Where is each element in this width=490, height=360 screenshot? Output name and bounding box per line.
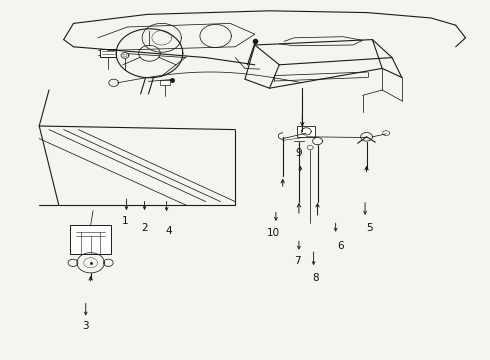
Bar <box>160 80 170 85</box>
Bar <box>100 49 116 57</box>
Text: 7: 7 <box>294 256 301 266</box>
Text: 6: 6 <box>337 240 344 251</box>
Text: 3: 3 <box>82 321 89 331</box>
Text: 2: 2 <box>141 222 148 233</box>
Bar <box>297 126 315 137</box>
Text: 4: 4 <box>166 226 172 236</box>
Text: 5: 5 <box>367 222 373 233</box>
Bar <box>70 225 111 254</box>
Text: 9: 9 <box>295 148 302 158</box>
Text: 1: 1 <box>122 216 128 226</box>
Text: 10: 10 <box>267 228 280 238</box>
Text: 8: 8 <box>312 273 318 283</box>
